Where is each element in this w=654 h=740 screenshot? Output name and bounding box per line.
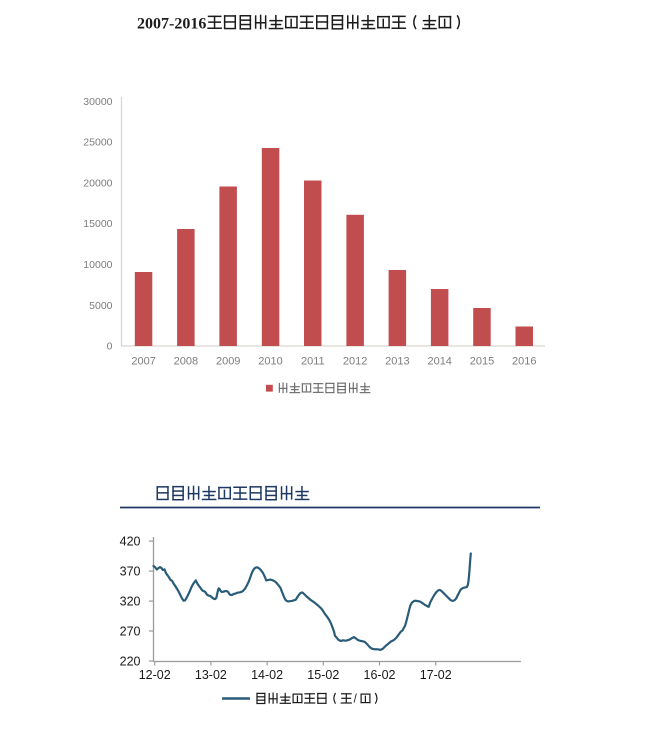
svg-text:10000: 10000 [83,259,112,271]
svg-text:30000: 30000 [83,96,112,108]
svg-text:2007: 2007 [131,356,155,368]
svg-text:220: 220 [120,654,141,668]
svg-text:2010: 2010 [258,356,282,368]
svg-text:2009: 2009 [216,356,240,368]
svg-text:15-02: 15-02 [307,668,339,682]
svg-text:370: 370 [120,564,141,578]
svg-text:2012: 2012 [343,356,367,368]
svg-text:2015: 2015 [470,356,494,368]
svg-text:17-02: 17-02 [420,668,452,682]
svg-text:13-02: 13-02 [195,668,227,682]
svg-text:0: 0 [107,341,113,353]
svg-text:420: 420 [120,534,141,548]
svg-text:2013: 2013 [385,356,409,368]
svg-text:270: 270 [120,624,141,638]
svg-text:2014: 2014 [427,356,451,368]
svg-text:25000: 25000 [83,137,112,149]
svg-text:2016: 2016 [512,356,536,368]
svg-text:2007-2016: 2007-2016 [137,16,206,33]
svg-text:2011: 2011 [301,356,325,368]
svg-text:2008: 2008 [174,356,198,368]
svg-text:15000: 15000 [83,218,112,230]
svg-text:12-02: 12-02 [139,668,171,682]
svg-text:16-02: 16-02 [364,668,396,682]
svg-text:5000: 5000 [89,300,113,312]
svg-text:320: 320 [120,594,141,608]
svg-text:14-02: 14-02 [251,668,283,682]
svg-text:20000: 20000 [83,177,112,189]
svg-text:/: / [354,694,358,706]
